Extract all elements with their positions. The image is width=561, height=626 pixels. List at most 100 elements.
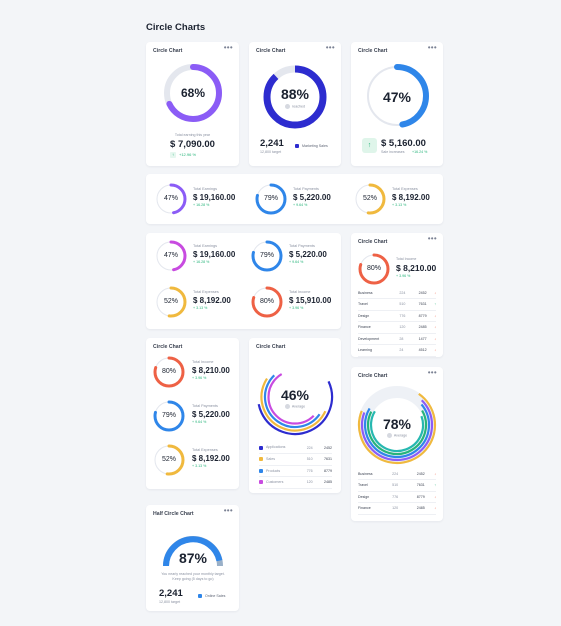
- table-row[interactable]: Sales 510 7631: [259, 453, 332, 466]
- stat-change: + 3.13 %: [192, 463, 207, 468]
- row-value-b: 8779: [406, 491, 425, 503]
- ring-products: [263, 365, 327, 429]
- stat-amount: $ 19,160.00: [193, 249, 236, 259]
- legend-swatch: [198, 594, 202, 599]
- card-title: Circle Chart: [358, 239, 388, 245]
- row-name: Travel: [358, 298, 400, 311]
- ring-percent: 80%: [259, 297, 274, 305]
- table-row[interactable]: Products 776 8779: [259, 465, 332, 477]
- row-value-b: 8779: [411, 310, 427, 322]
- table-row[interactable]: Development 28 1477 ↓: [358, 333, 436, 345]
- ring-progress: [255, 183, 287, 215]
- row-name: Customers: [259, 476, 307, 489]
- table-row[interactable]: Travel 510 7631 ↑: [358, 298, 436, 311]
- row-value-b: 2485: [317, 476, 332, 489]
- stat-label: Total Income: [289, 290, 311, 294]
- row-value-a: 28: [399, 333, 412, 345]
- summary-row-card: 47% Total Earnings $ 19,160.00 + 16.28 % 79%…: [146, 174, 443, 224]
- legend-label: Online Sales: [205, 594, 226, 598]
- arrow-down-icon: ↓: [426, 344, 436, 357]
- stat-amount: $ 8,210.00: [192, 365, 230, 375]
- ring-customers: [267, 369, 323, 425]
- legend-swatch: [259, 468, 263, 473]
- stat-amount: $ 8,192.00: [193, 295, 231, 305]
- legend-swatch: [259, 445, 263, 450]
- row-value-b: 2452: [406, 468, 425, 480]
- grid-ring-1: [251, 240, 283, 272]
- legend-swatch: [259, 457, 263, 462]
- more-options-icon[interactable]: •••: [223, 506, 233, 515]
- row-value-a: 120: [392, 502, 407, 515]
- table-row[interactable]: Design 776 8779 ↓: [358, 491, 436, 503]
- table-row[interactable]: Finance 120 2485 ↓: [358, 321, 436, 334]
- stat-label: Total Payments: [293, 187, 319, 191]
- stat-change: + 3.13 %: [193, 305, 208, 310]
- more-options-icon[interactable]: •••: [325, 43, 335, 52]
- stat-change: + 9.64 %: [192, 419, 207, 424]
- row-ring-1: [255, 183, 287, 215]
- row-name: Finance: [358, 502, 393, 515]
- ring-teal: [369, 397, 425, 453]
- row-name: Learning: [358, 344, 400, 357]
- arrow-down-icon: ↓: [424, 468, 436, 480]
- sales-amount: $ 5,160.00: [381, 138, 426, 149]
- half-ring-chart: [163, 536, 223, 567]
- income-table: Business 224 2452 ↓ Travel 510 7631 ↑ Design 776 8…: [358, 287, 436, 357]
- arrow-up-icon: ↑: [170, 152, 176, 158]
- ring-progress: [365, 64, 429, 128]
- card-title: Circle Chart: [153, 344, 183, 350]
- row-value-b: 2485: [411, 321, 427, 334]
- table-row[interactable]: Design 776 8779 ↓: [358, 310, 436, 322]
- row-name: Products: [259, 465, 307, 477]
- earning-change: +12.96 %: [179, 152, 197, 157]
- target-icon: [285, 104, 290, 109]
- ring-percent: 47%: [382, 89, 412, 105]
- income-amount: $ 8,210.00: [396, 263, 437, 273]
- row-value-a: 120: [306, 476, 318, 489]
- card-title: Half Circle Chart: [153, 511, 194, 517]
- table-row[interactable]: Business 224 2452 ↓: [358, 287, 436, 299]
- row-value-a: 776: [399, 310, 412, 322]
- stat-change: + 16.28 %: [193, 259, 210, 264]
- row-ring-0: [155, 183, 187, 215]
- circle-chart-card-marketing: Circle Chart ••• 88% reached 2,241 12,80…: [249, 42, 341, 166]
- income-change: + 3.96 %: [396, 274, 411, 278]
- table-row[interactable]: Applications 224 2452: [259, 442, 332, 454]
- circle-chart-card-multi: Circle Chart 46% Average Applications 224…: [249, 338, 341, 493]
- arrow-down-icon: ↓: [424, 502, 436, 515]
- ring-progress: [358, 253, 390, 285]
- more-options-icon[interactable]: •••: [427, 234, 437, 243]
- row-value-b: 7631: [406, 479, 425, 492]
- table-row[interactable]: Business 224 2452 ↓: [358, 468, 436, 480]
- row-name: Business: [358, 468, 393, 480]
- row-value-b: 2485: [406, 502, 425, 515]
- arrow-down-icon: ↓: [424, 491, 436, 503]
- table-row[interactable]: Finance 120 2485 ↓: [358, 502, 436, 515]
- marketing-count: 2,241: [260, 138, 284, 149]
- reached-label: reached: [292, 104, 305, 109]
- row-value-a: 510: [392, 479, 407, 492]
- more-options-icon[interactable]: •••: [223, 43, 233, 52]
- ring-purple: [360, 388, 434, 462]
- ring-progress: [251, 286, 283, 318]
- row-value-a: 224: [306, 442, 318, 454]
- table-row[interactable]: Travel 510 7631 ↑: [358, 479, 436, 492]
- row-value-b: 1477: [411, 333, 427, 345]
- row-value-a: 224: [399, 287, 412, 299]
- row-value-b: 2452: [411, 287, 427, 299]
- more-options-icon[interactable]: •••: [427, 368, 437, 377]
- stat-amount: $ 15,910.00: [289, 295, 332, 305]
- arrow-down-icon: ↓: [426, 321, 436, 334]
- grid-ring-0: [155, 240, 187, 272]
- ring-percent: 80%: [161, 367, 176, 375]
- stat-change: + 9.64 %: [289, 259, 304, 264]
- table-row[interactable]: Learning 24 4512 ↓: [358, 344, 436, 357]
- table-row[interactable]: Customers 120 2485: [259, 476, 332, 489]
- more-options-icon[interactable]: •••: [427, 43, 437, 52]
- half-ring-progress: [163, 536, 223, 567]
- ring-applications: [256, 358, 334, 436]
- ring-sales: [260, 362, 330, 432]
- stat-amount: $ 5,220.00: [192, 409, 230, 419]
- row-name: Finance: [358, 321, 400, 334]
- stat-amount: $ 19,160.00: [193, 192, 236, 202]
